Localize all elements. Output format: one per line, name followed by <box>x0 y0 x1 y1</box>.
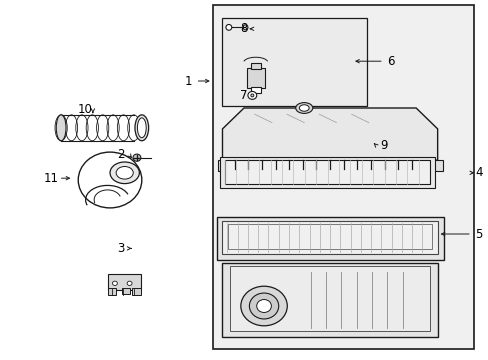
Ellipse shape <box>241 286 287 326</box>
Text: 2: 2 <box>117 148 125 161</box>
Bar <box>250 63 260 69</box>
Text: 1: 1 <box>184 75 192 87</box>
Ellipse shape <box>112 281 117 285</box>
Text: 11: 11 <box>44 172 59 185</box>
Text: 9: 9 <box>379 139 387 152</box>
Ellipse shape <box>225 24 231 30</box>
Text: 10: 10 <box>78 103 93 116</box>
Ellipse shape <box>56 115 66 141</box>
Text: 8: 8 <box>239 22 247 35</box>
Text: 7: 7 <box>239 89 247 102</box>
Ellipse shape <box>133 154 141 161</box>
Bar <box>229 266 429 331</box>
Ellipse shape <box>295 103 312 113</box>
Ellipse shape <box>137 118 146 138</box>
Ellipse shape <box>247 91 256 99</box>
Bar <box>246 68 264 88</box>
Ellipse shape <box>135 115 148 141</box>
Bar <box>250 87 260 93</box>
Text: 3: 3 <box>117 242 125 255</box>
Bar <box>228 224 431 249</box>
Bar <box>222 221 437 254</box>
Bar <box>220 157 434 188</box>
Ellipse shape <box>299 105 308 111</box>
Bar <box>222 18 366 106</box>
Bar <box>222 263 437 337</box>
Bar <box>132 288 141 295</box>
Ellipse shape <box>243 25 247 30</box>
Text: 4: 4 <box>474 166 482 179</box>
Bar <box>224 160 429 184</box>
Bar <box>216 217 443 260</box>
Bar <box>107 288 116 295</box>
Bar <box>122 288 129 294</box>
Text: 6: 6 <box>386 55 394 68</box>
Ellipse shape <box>127 281 132 285</box>
Ellipse shape <box>249 293 278 319</box>
Bar <box>217 160 442 171</box>
PathPatch shape <box>222 108 437 160</box>
Ellipse shape <box>116 166 133 179</box>
Ellipse shape <box>250 94 253 97</box>
Ellipse shape <box>256 300 271 312</box>
Bar <box>107 274 141 290</box>
Text: 5: 5 <box>474 228 482 240</box>
Ellipse shape <box>110 162 139 184</box>
Bar <box>212 5 473 349</box>
